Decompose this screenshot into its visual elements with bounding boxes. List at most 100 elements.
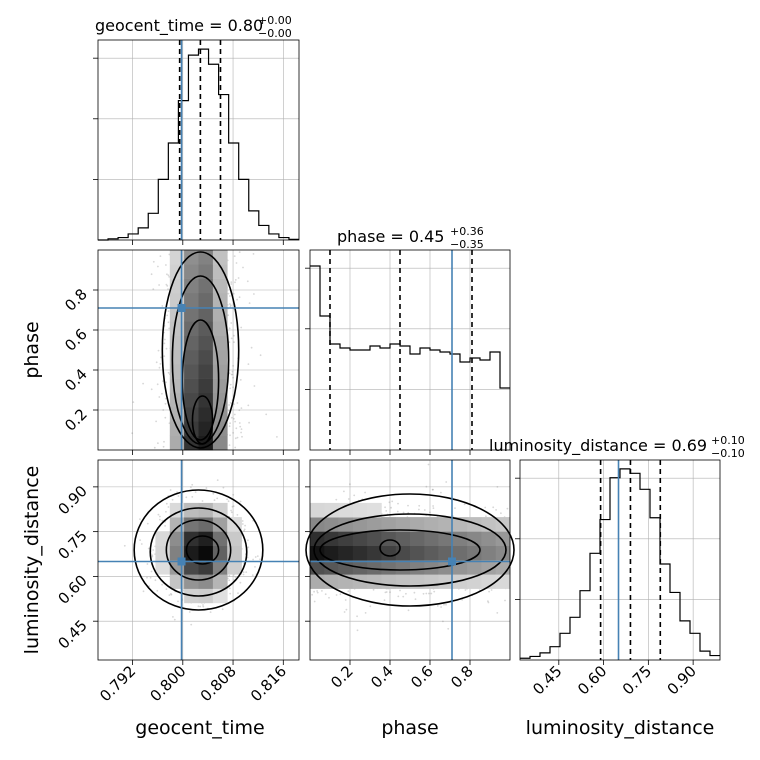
sample-point bbox=[173, 618, 176, 621]
density-cell bbox=[184, 531, 199, 546]
sample-point bbox=[163, 440, 165, 443]
sample-point bbox=[256, 555, 259, 557]
density-cell bbox=[324, 545, 339, 561]
sample-point bbox=[229, 422, 232, 425]
sample-point bbox=[343, 490, 345, 493]
sample-point bbox=[170, 593, 173, 596]
x-tick-label: 0.808 bbox=[197, 662, 240, 705]
x-tick-label: 0.8 bbox=[447, 662, 477, 692]
sample-point bbox=[171, 498, 174, 501]
sample-point bbox=[162, 445, 165, 448]
sample-point bbox=[167, 371, 170, 374]
title-phase-sub: −0.35 bbox=[450, 238, 484, 251]
sample-point bbox=[236, 298, 239, 301]
sample-point bbox=[407, 609, 410, 612]
density-cell bbox=[438, 574, 454, 589]
sample-point bbox=[248, 302, 251, 304]
sample-point bbox=[161, 583, 164, 586]
density-cell bbox=[184, 264, 199, 279]
sample-point bbox=[313, 600, 316, 603]
contours-phase-lumdist bbox=[305, 493, 515, 607]
sample-point bbox=[230, 337, 233, 340]
sample-point bbox=[227, 314, 230, 317]
sample-point bbox=[227, 292, 230, 295]
sample-point bbox=[155, 361, 158, 364]
panel-2d-phase-lumdist bbox=[305, 459, 515, 661]
sample-point bbox=[356, 629, 359, 632]
truth-marker bbox=[448, 557, 456, 566]
sample-point bbox=[216, 497, 219, 500]
sample-point bbox=[383, 599, 386, 601]
sample-point bbox=[231, 370, 234, 373]
contours-geocent-phase bbox=[161, 251, 240, 449]
sample-point bbox=[504, 599, 506, 602]
density-cell bbox=[410, 545, 425, 561]
density-cell bbox=[155, 560, 171, 575]
sample-point bbox=[163, 342, 166, 345]
sample-point bbox=[216, 479, 219, 481]
sample-point bbox=[239, 500, 242, 503]
grid-phase-hist bbox=[310, 250, 510, 450]
sample-point bbox=[169, 489, 172, 491]
sample-point bbox=[165, 588, 168, 590]
density-cell bbox=[310, 502, 325, 518]
sample-point bbox=[428, 592, 430, 595]
sample-point bbox=[166, 273, 168, 276]
sample-point bbox=[154, 579, 157, 582]
density-cell bbox=[227, 560, 242, 575]
sample-point bbox=[440, 491, 442, 494]
x-tick-label: 0.75 bbox=[619, 662, 655, 698]
sample-point bbox=[436, 605, 439, 607]
sample-point bbox=[228, 574, 231, 577]
sample-point bbox=[190, 486, 192, 488]
sample-point bbox=[433, 590, 436, 593]
density-cell bbox=[367, 517, 382, 532]
xlabel-lumdist: luminosity_distance bbox=[526, 717, 715, 739]
y-tick-label: 0.45 bbox=[54, 616, 90, 652]
sample-point bbox=[432, 488, 434, 491]
sample-point bbox=[372, 588, 375, 591]
density-cell bbox=[198, 531, 214, 546]
density-cell bbox=[310, 531, 325, 546]
sample-point bbox=[405, 592, 407, 595]
sample-point bbox=[244, 524, 247, 527]
density-cell bbox=[212, 435, 228, 451]
density-cell bbox=[184, 560, 199, 575]
sample-point bbox=[252, 519, 255, 522]
sample-point bbox=[213, 499, 216, 502]
panel-2d-geocent-lumdist bbox=[97, 459, 300, 661]
sample-point bbox=[131, 432, 134, 435]
sample-point bbox=[454, 507, 456, 509]
sample-point bbox=[242, 571, 245, 574]
sample-point bbox=[232, 292, 235, 295]
sample-point bbox=[432, 505, 434, 507]
sample-point bbox=[222, 486, 225, 489]
sample-point bbox=[233, 417, 235, 420]
density-cell bbox=[184, 292, 199, 308]
sample-point bbox=[163, 355, 166, 357]
sample-point bbox=[253, 293, 255, 295]
density-cell bbox=[438, 545, 454, 561]
x-tick-label: 0.6 bbox=[407, 662, 437, 692]
sample-point bbox=[324, 593, 327, 596]
sample-point bbox=[227, 500, 230, 503]
sample-point bbox=[463, 503, 466, 506]
density-cell bbox=[410, 517, 425, 532]
title-lumdist: luminosity_distance = 0.69 bbox=[489, 436, 707, 456]
sample-point bbox=[233, 334, 235, 337]
sample-point bbox=[231, 373, 234, 376]
sample-point bbox=[197, 605, 200, 608]
density-cell bbox=[481, 560, 496, 575]
density-phase-lumdist bbox=[310, 502, 511, 589]
sample-point bbox=[221, 608, 224, 611]
sample-point bbox=[231, 505, 234, 508]
sample-point bbox=[228, 327, 231, 330]
sample-point bbox=[170, 593, 172, 595]
sample-point bbox=[164, 402, 167, 405]
density-cell bbox=[381, 574, 396, 589]
sample-point bbox=[485, 515, 487, 518]
sample-point bbox=[234, 279, 237, 281]
density-cell bbox=[424, 531, 439, 546]
sample-point bbox=[146, 576, 148, 579]
